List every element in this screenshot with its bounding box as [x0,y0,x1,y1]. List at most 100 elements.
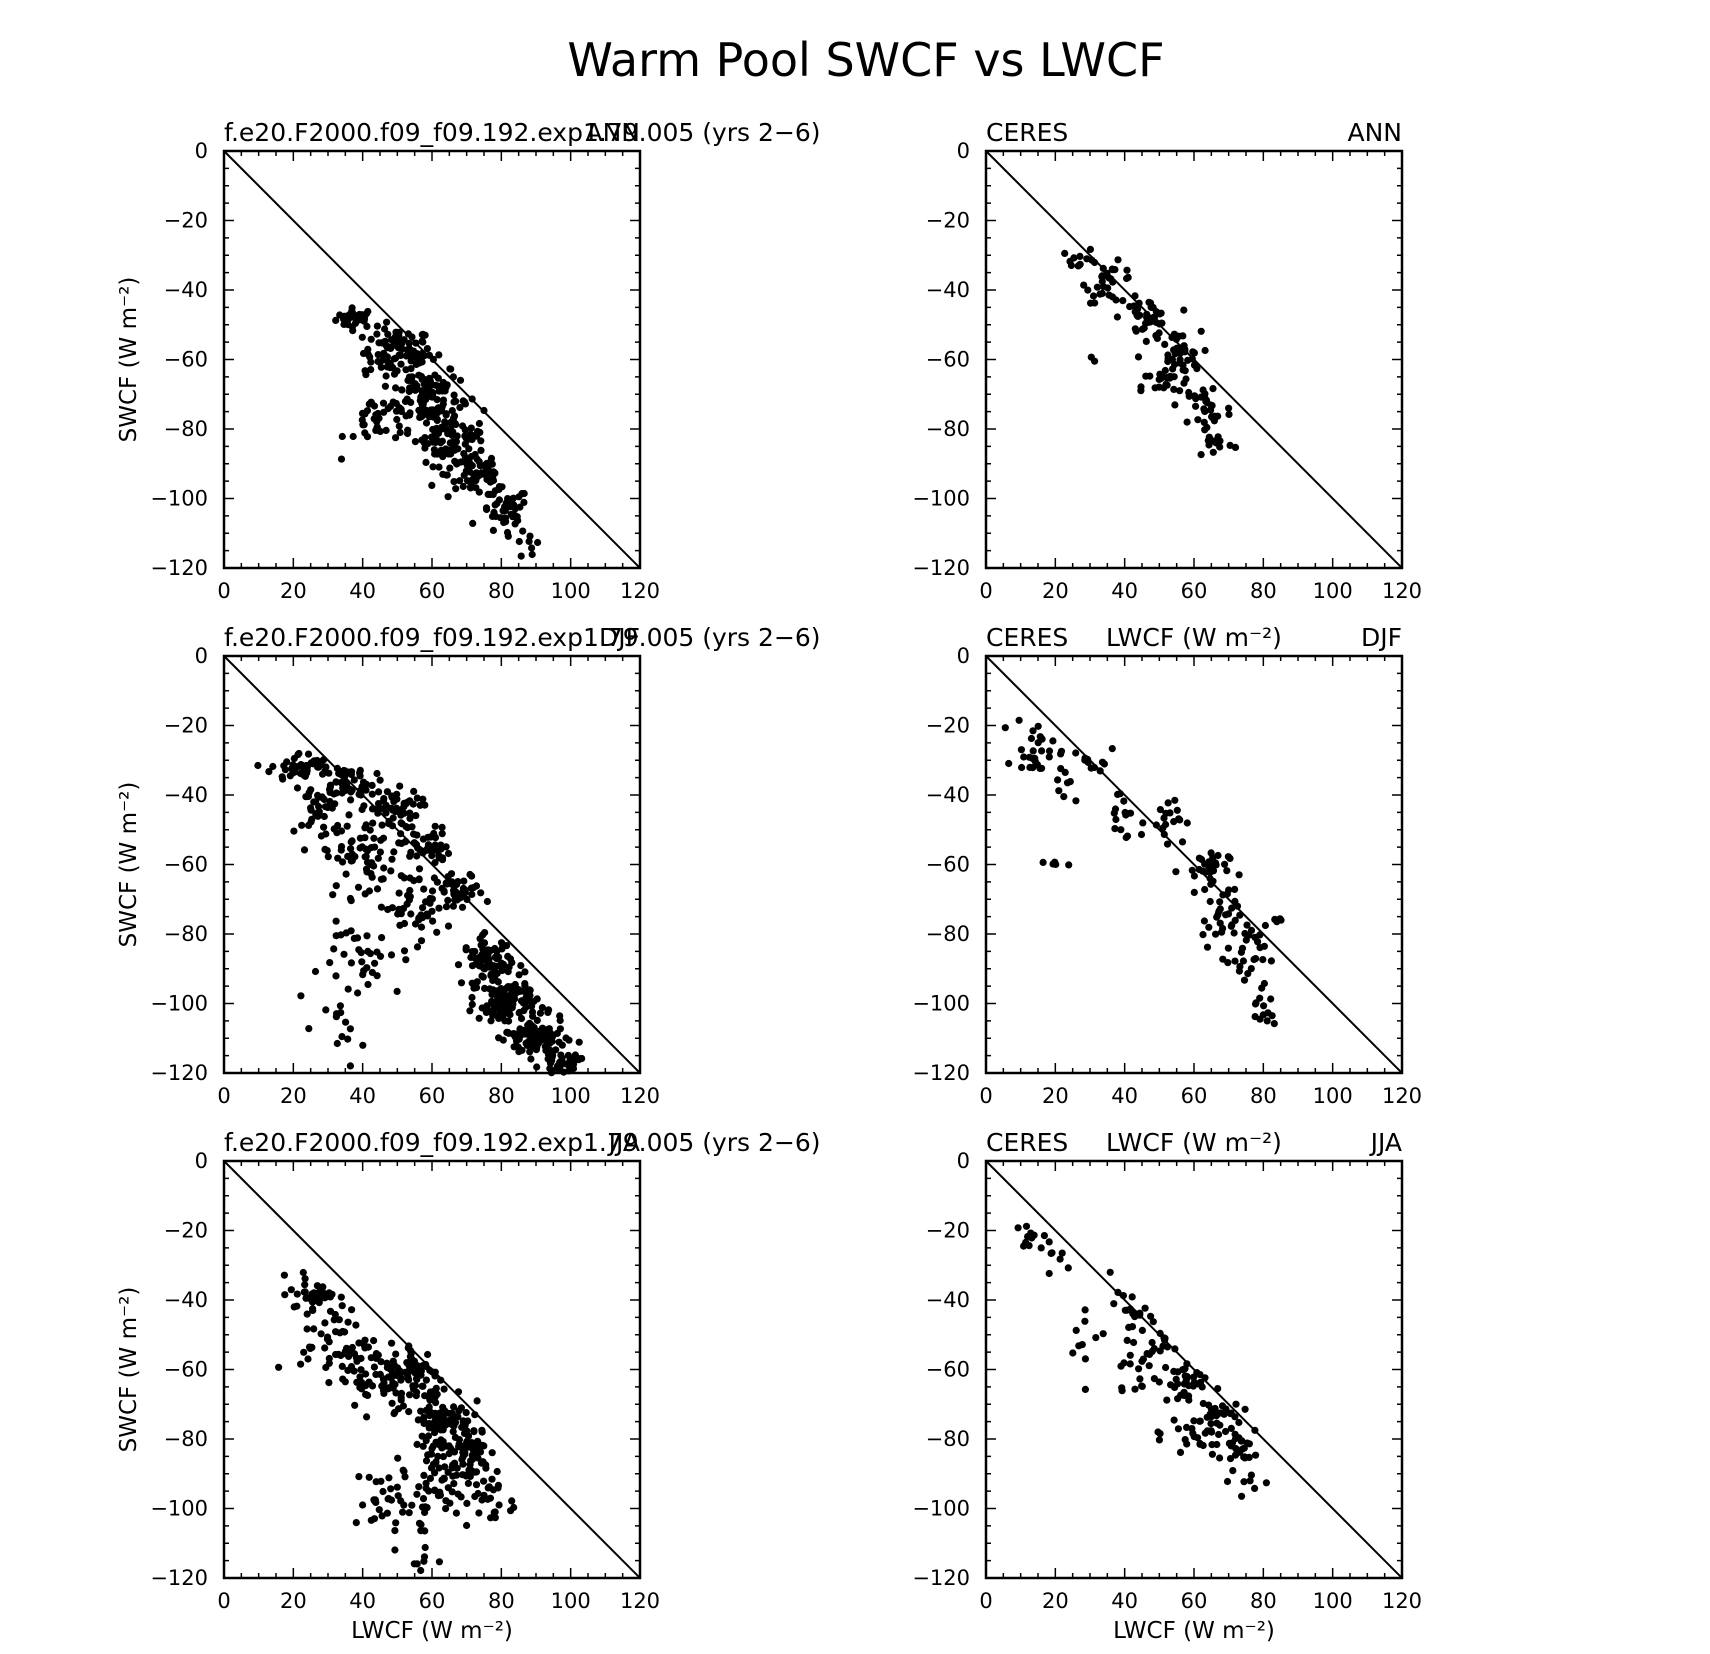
scatter-point [344,1318,352,1326]
scatter-point [300,846,309,854]
scatter-point [1111,825,1119,833]
scatter-point [534,1038,543,1047]
scatter-point [1251,1426,1259,1434]
scatter-point [417,937,426,945]
scatter-point [410,347,418,355]
scatter-point [305,821,313,830]
scatter-point [1089,292,1098,300]
scatter-point [1235,967,1243,975]
scatter-point [533,1016,541,1024]
scatter-point [1055,787,1063,795]
scatter-point [354,989,362,997]
scatter-point [356,786,364,795]
scatter-point [1176,387,1184,395]
scatter-point [389,398,397,406]
scatter-point [536,1009,545,1017]
scatter-point [348,1348,356,1356]
right-string: ANN [1347,118,1402,147]
scatter-point [1208,1441,1216,1449]
scatter-point [1228,904,1236,912]
scatter-point [293,1290,301,1298]
scatter-point [491,501,499,509]
scatter-point [371,959,379,967]
scatter-point [438,830,446,838]
scatter-point [376,776,384,784]
scatter-point [1240,976,1249,984]
scatter-point [1201,1374,1209,1382]
scatter-point [337,1293,345,1301]
scatter-point [305,1025,313,1033]
scatter-point [1090,763,1098,772]
scatter-point [419,795,427,803]
scatter-point [304,1355,312,1363]
scatter-point [413,794,421,802]
scatter-point [1201,426,1209,434]
scatter-point [347,845,355,853]
scatter-point [406,809,414,817]
scatter-point [297,761,305,769]
scatter-point [423,345,431,353]
scatter-point [367,844,375,852]
scatter-point [1247,965,1255,973]
scatter-point [526,1048,534,1056]
scatter-point [300,1348,308,1356]
scatter-point [1214,1385,1222,1393]
scatter-point [413,1440,421,1448]
scatter-point [484,1484,492,1492]
scatter-point [358,843,366,851]
scatter-point [491,487,499,495]
scatter-point [377,903,385,911]
scatter-point [361,311,369,319]
scatter-point [461,400,469,408]
scatter-point [1182,375,1190,383]
scatter-point [405,387,413,396]
scatter-point [1098,272,1106,281]
scatter-point [373,885,382,893]
scatter-point [1022,1222,1031,1230]
scatter-point [457,979,466,987]
center-string: LWCF (W m⁻²) [1106,1128,1282,1157]
left-string: f.e20.F2000.f09_f09.192.exp1.79.005 (yrs… [224,118,821,147]
scatter-point [433,928,441,936]
scatter-point [1141,1304,1149,1312]
scatter-point [479,1458,487,1466]
scatter-point [455,1436,463,1444]
scatter-point [498,1013,506,1021]
scatter-point [419,904,427,912]
scatter-point [1190,1417,1198,1425]
scatter-point [1054,776,1062,784]
scatter-point [435,1558,443,1566]
scatter-point [1231,443,1240,451]
scatter-point [321,1319,329,1327]
scatter-point [425,1487,433,1495]
scatter-point [362,852,370,861]
scatter-point [303,1325,311,1333]
scatter-point [367,358,375,366]
scatter-point [515,1008,524,1017]
x-tick-label: 100 [551,1084,591,1108]
scatter-point [367,366,375,374]
y-tick-label: 0 [195,1149,208,1173]
scatter-point [517,962,525,970]
scatter-point [1152,318,1160,326]
x-tick-label: 20 [280,1589,307,1613]
scatter-point [1168,333,1176,341]
scatter-point [1161,1334,1169,1342]
scatter-point [1099,264,1107,272]
scatter-point [1241,1453,1249,1461]
scatter-point [340,320,348,328]
scatter-point [403,1370,411,1378]
scatter-point [338,1302,346,1310]
y-tick-label: −20 [164,1219,208,1243]
scatter-point [462,944,470,952]
scatter-point [1139,819,1147,827]
scatter-point [1178,346,1186,354]
scatter-point [1221,860,1229,868]
scatter-point [340,950,348,958]
scatter-point [473,1397,481,1405]
scatter-point [461,432,469,440]
scatter-point [452,485,460,493]
scatter-point [356,772,364,780]
scatter-point [322,1363,330,1372]
scatter-point [325,1379,333,1387]
